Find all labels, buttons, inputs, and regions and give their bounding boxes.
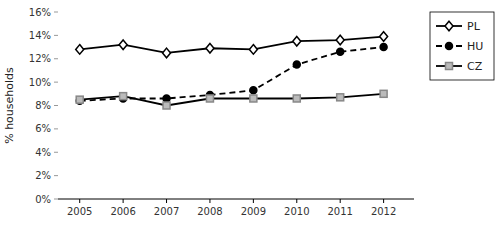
point (120, 93, 127, 100)
point (76, 96, 83, 103)
y-tick (54, 105, 58, 106)
y-axis-label: % households (3, 67, 16, 144)
y-tick (54, 12, 58, 13)
point (250, 95, 257, 102)
point (76, 45, 84, 55)
legend-marker (445, 21, 453, 31)
legend-label: CZ (467, 60, 483, 73)
x-tick-label: 2011 (327, 206, 352, 217)
x-tick (166, 199, 167, 203)
point (206, 95, 213, 102)
point (249, 45, 257, 55)
x-tick (383, 199, 384, 203)
y-tick-label: 0% (35, 194, 51, 205)
point (380, 44, 387, 51)
x-tick-label: 2009 (241, 206, 266, 217)
point (337, 94, 344, 101)
x-tick (79, 199, 80, 203)
x-tick-label: 2010 (284, 206, 309, 217)
x-tick (209, 199, 210, 203)
y-tick (54, 152, 58, 153)
y-axis: 0% 2% 4% 6% 8% 10% 12% 14% 16% (29, 7, 58, 205)
x-tick (296, 199, 297, 203)
y-tick-label: 2% (35, 170, 51, 181)
x-tick-label: 2006 (110, 206, 135, 217)
y-tick-label: 16% (29, 7, 51, 18)
plot-area (76, 32, 388, 109)
y-tick (54, 175, 58, 176)
legend-marker (446, 43, 453, 50)
x-tick-label: 2012 (371, 206, 396, 217)
x-axis-line (58, 199, 414, 200)
x-tick (123, 199, 124, 203)
x-tick (340, 199, 341, 203)
point (337, 48, 344, 55)
point (380, 90, 387, 97)
series (76, 44, 387, 105)
point (380, 32, 388, 42)
point (119, 40, 127, 50)
y-tick (54, 58, 58, 59)
y-tick (54, 128, 58, 129)
point (293, 61, 300, 68)
x-tick (253, 199, 254, 203)
y-tick (54, 82, 58, 83)
legend-label: PL (467, 20, 481, 33)
series (76, 32, 388, 58)
y-tick-label: 10% (29, 77, 51, 88)
y-tick-label: 6% (35, 123, 51, 134)
legend-label: HU (467, 40, 483, 53)
point (163, 102, 170, 109)
legend-marker (446, 63, 453, 70)
x-tick-label: 2007 (154, 206, 179, 217)
y-tick-label: 14% (29, 30, 51, 41)
chart: 0%2%4%6%8%10%12%14%16%% households200520… (0, 0, 500, 225)
series (76, 90, 387, 109)
point (250, 87, 257, 94)
y-tick-label: 8% (35, 100, 51, 111)
point (163, 48, 171, 58)
point (163, 95, 170, 102)
x-axis: 2005 2006 2007 2008 2009 2010 2011 2012 (58, 199, 414, 217)
legend: PL HU CZ (430, 12, 494, 80)
point (206, 43, 214, 53)
y-tick (54, 199, 58, 200)
y-tick (54, 35, 58, 36)
x-tick-label: 2008 (197, 206, 222, 217)
y-tick-label: 12% (29, 53, 51, 64)
y-tick-label: 4% (35, 147, 51, 158)
point (293, 95, 300, 102)
point (336, 35, 344, 45)
legend-frame (430, 12, 494, 80)
point (293, 36, 301, 46)
x-tick-label: 2005 (67, 206, 92, 217)
series-line (80, 47, 384, 101)
